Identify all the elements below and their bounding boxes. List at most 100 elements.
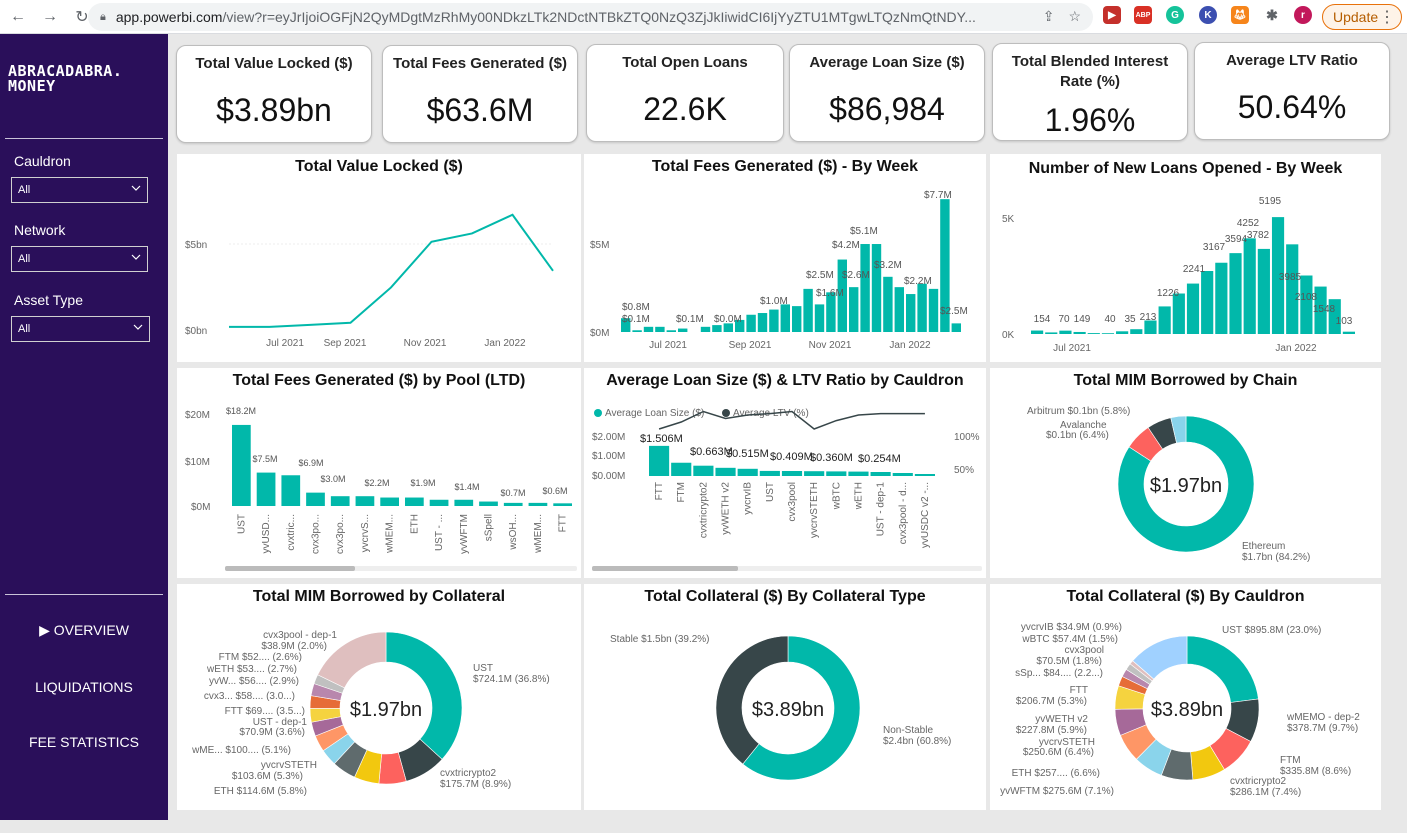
new-loans-bar: [1257, 248, 1270, 334]
asset-type-dropdown[interactable]: All: [11, 316, 150, 342]
loan-size-bar: [671, 462, 692, 476]
pool-fee-bar: [330, 496, 350, 506]
loan-size-bar: [914, 474, 935, 476]
data-label: $0.515M: [726, 448, 769, 460]
x-tick-label: yvWFTM: [459, 514, 470, 554]
forward-icon[interactable]: →: [42, 7, 58, 25]
back-icon[interactable]: ←: [10, 7, 26, 25]
slice-label: $2.4bn (60.8%): [883, 736, 951, 747]
data-label: $0.409M: [770, 451, 813, 463]
x-tick-label: Jan 2022: [484, 338, 526, 349]
y-tick-label: $0M: [191, 502, 210, 513]
x-tick-label: Jul 2021: [649, 340, 687, 351]
tvl-series-line: [229, 213, 554, 328]
pool-fee-bar: [479, 501, 498, 506]
data-label: 2241: [1183, 264, 1206, 275]
new-loans-bar: [1087, 333, 1100, 334]
network-dropdown[interactable]: All: [11, 246, 148, 272]
loan-size-bar: [892, 473, 913, 476]
url-host: app.powerbi.com: [115, 9, 223, 25]
fees-week-bar: [655, 326, 665, 332]
x-tick-label: cvxtric...: [286, 514, 297, 551]
x-tick-label: FTM: [676, 482, 687, 503]
share-icon[interactable]: ⇪: [1042, 8, 1055, 24]
reload-icon[interactable]: ↻: [75, 8, 89, 26]
slice-label: $0.1bn (6.4%): [1046, 430, 1109, 441]
x-tick-label: UST: [765, 482, 776, 502]
fees-week-bar: [757, 313, 768, 332]
new-loans-bar: [1130, 329, 1143, 334]
panel-title: Total MIM Borrowed by Collateral: [252, 588, 506, 605]
y-tick-label: $0.00M: [592, 471, 625, 482]
horizontal-scrollbar-thumb: [592, 566, 738, 571]
slice-label: UST - dep-1: [253, 717, 308, 728]
slice-label: $38.9M (2.0%): [261, 641, 327, 652]
update-button[interactable]: Update: [1322, 4, 1402, 30]
slice-label: cvxtricrypto2: [1230, 776, 1287, 787]
panel-title: Total Collateral ($) By Cauldron: [1066, 588, 1305, 605]
fees-week-bar: [643, 326, 654, 332]
panel-mim-by-chain: Total MIM Borrowed by Chain $1.97bn Arbit…: [990, 368, 1381, 578]
asset-type-dropdown-value: All: [18, 323, 31, 335]
kpi-value: 50.64%: [1237, 89, 1347, 125]
new-loans-bar: [1031, 330, 1044, 334]
chain-slice: [1170, 415, 1187, 444]
slice-label: Ethereum: [1242, 541, 1285, 552]
nav-fee-statistics[interactable]: FEE STATISTICS: [29, 734, 139, 750]
data-label: $2.5M: [940, 306, 968, 317]
pool-fee-bar: [256, 472, 276, 506]
x-tick-label: sSpell: [484, 514, 495, 541]
data-label: $6.9M: [298, 458, 323, 468]
extension-video-icon[interactable]: ▶: [1103, 6, 1121, 24]
pool-fee-bar: [553, 503, 572, 506]
data-label: $2.5M: [806, 270, 834, 281]
new-loans-bar: [1073, 331, 1086, 334]
x-tick-label: wsOH...: [508, 514, 519, 551]
loan-size-bar: [804, 471, 825, 476]
loan-size-bar: [715, 467, 736, 476]
data-label: $2.6M: [842, 270, 870, 281]
slice-label: wME... $100.... (5.1%): [191, 745, 291, 756]
extension-grammarly-icon[interactable]: G: [1166, 6, 1184, 24]
new-loans-bar: [1229, 253, 1242, 334]
legend-label: Average Loan Size ($): [605, 408, 704, 419]
x-tick-label: yvUSDC v2 -...: [920, 482, 931, 548]
slice-label: wBTC $57.4M (1.5%): [1021, 634, 1118, 645]
extension-k-icon[interactable]: K: [1199, 6, 1217, 24]
x-tick-label: Sep 2021: [324, 338, 367, 349]
cauldron-dropdown[interactable]: All: [11, 177, 148, 203]
loan-ltv-combo-chart: Average Loan Size ($) Average LTV (%)$2.0…: [592, 408, 982, 571]
new-loans-bar: [1243, 238, 1256, 334]
fees-week-bar: [780, 304, 790, 332]
slice-label: $227.8M (5.9%): [1016, 725, 1087, 736]
slice-label: FTM $52.... (2.6%): [219, 652, 302, 663]
data-label: 70: [1058, 314, 1070, 325]
fees-week-bar: [871, 244, 882, 332]
extension-adblock-icon[interactable]: ABP: [1134, 6, 1152, 24]
data-label: $4.2M: [832, 240, 860, 251]
slice-label: UST: [473, 663, 493, 674]
x-tick-label: Jan 2022: [1275, 343, 1317, 354]
new-loans-bar: [1314, 286, 1327, 334]
sidebar-divider: [5, 594, 163, 595]
bookmark-star-icon[interactable]: ☆: [1068, 8, 1081, 24]
nav-liquidations[interactable]: LIQUIDATIONS: [35, 679, 133, 695]
nav-overview[interactable]: ▶ OVERVIEW: [0, 622, 168, 639]
address-bar[interactable]: 🔒︎ app.powerbi.com/view?r=eyJrIjoiOGFjN2…: [88, 3, 1093, 31]
extension-metamask-icon[interactable]: 🦊︎: [1231, 6, 1249, 24]
profile-avatar[interactable]: r: [1294, 6, 1312, 24]
fees-week-bar: [906, 294, 916, 332]
panel-title: Total Fees Generated ($) by Pool (LTD): [232, 372, 526, 389]
extensions-puzzle-icon[interactable]: ✱: [1263, 6, 1281, 24]
new-loans-bar: [1201, 271, 1214, 334]
fees-week-bar: [917, 283, 927, 332]
data-label: 1226: [1157, 288, 1180, 299]
slice-label: $335.8M (8.6%): [1280, 766, 1351, 777]
data-label: $0.7M: [500, 488, 525, 498]
slice-label: $103.6M (5.3%): [232, 771, 303, 782]
data-label: $0.8M: [622, 302, 650, 313]
data-label: 35: [1124, 314, 1136, 325]
x-tick-label: wETH: [853, 482, 864, 510]
cauldron-slice: [1186, 635, 1259, 703]
pool-fee-bar: [306, 492, 325, 506]
